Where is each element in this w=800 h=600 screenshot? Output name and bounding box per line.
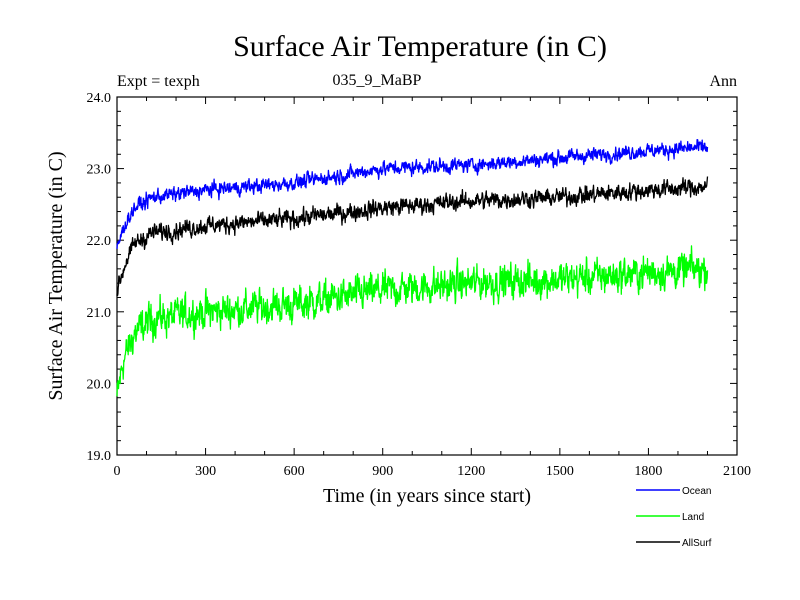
- x-axis-label: Time (in years since start): [323, 485, 531, 507]
- series-line-ocean: [116, 139, 709, 249]
- series-line-allsurf: [116, 176, 709, 297]
- y-tick-label: 24.0: [87, 91, 112, 106]
- legend-label-allsurf: AllSurf: [682, 538, 712, 549]
- chart-title: Surface Air Temperature (in C): [233, 30, 607, 63]
- y-axis-label: Surface Air Temperature (in C): [45, 151, 67, 400]
- x-tick-label: 900: [372, 464, 393, 479]
- period-label: 035_9_MaBP: [332, 72, 422, 89]
- season-label: Ann: [709, 73, 737, 90]
- legend-label-land: Land: [682, 512, 704, 523]
- y-tick-label: 22.0: [87, 234, 112, 249]
- x-tick-label: 1200: [457, 464, 485, 479]
- x-tick-label: 1800: [634, 464, 662, 479]
- y-tick-label: 21.0: [87, 306, 112, 321]
- series-line-land: [116, 245, 709, 397]
- x-tick-label: 1500: [546, 464, 574, 479]
- y-tick-label: 20.0: [87, 377, 112, 392]
- x-tick-label: 300: [195, 464, 216, 479]
- legend-label-ocean: Ocean: [682, 486, 711, 497]
- experiment-label: Expt = texph: [117, 73, 200, 90]
- plot-frame: [116, 96, 738, 456]
- y-tick-label: 19.0: [87, 449, 112, 464]
- y-tick-label: 23.0: [87, 163, 112, 178]
- x-tick-label: 2100: [723, 464, 751, 479]
- x-tick-label: 600: [284, 464, 305, 479]
- x-tick-label: 0: [114, 464, 121, 479]
